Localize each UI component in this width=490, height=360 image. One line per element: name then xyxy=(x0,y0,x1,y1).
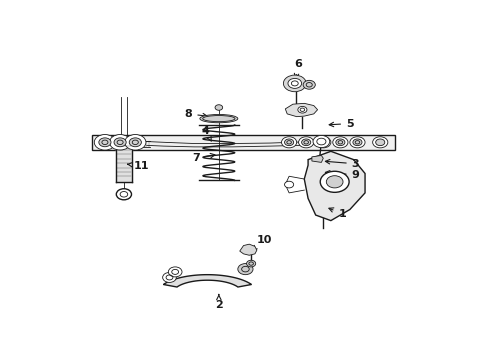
Circle shape xyxy=(215,105,222,110)
Circle shape xyxy=(320,171,349,192)
Polygon shape xyxy=(285,103,318,117)
Text: 8: 8 xyxy=(185,109,207,119)
Polygon shape xyxy=(304,151,365,221)
Text: 1: 1 xyxy=(329,208,346,219)
Circle shape xyxy=(302,139,311,146)
Circle shape xyxy=(169,267,182,277)
Circle shape xyxy=(163,273,176,283)
Ellipse shape xyxy=(200,114,238,123)
Text: 4: 4 xyxy=(201,126,211,141)
Polygon shape xyxy=(312,156,323,162)
Circle shape xyxy=(298,107,307,113)
Circle shape xyxy=(313,135,330,148)
Circle shape xyxy=(285,181,294,188)
Circle shape xyxy=(283,75,306,92)
Text: 6: 6 xyxy=(294,59,302,78)
Circle shape xyxy=(336,139,345,146)
Circle shape xyxy=(281,137,297,148)
Circle shape xyxy=(114,138,126,147)
Circle shape xyxy=(99,138,111,147)
Polygon shape xyxy=(92,135,395,150)
Circle shape xyxy=(94,135,116,150)
Text: 7: 7 xyxy=(192,153,215,163)
Circle shape xyxy=(376,139,385,146)
Text: 9: 9 xyxy=(325,170,360,180)
Circle shape xyxy=(333,137,348,148)
Polygon shape xyxy=(164,275,251,287)
Circle shape xyxy=(238,264,253,275)
Circle shape xyxy=(285,139,294,146)
Text: 5: 5 xyxy=(329,118,354,129)
Circle shape xyxy=(246,260,256,267)
Circle shape xyxy=(326,176,343,188)
Circle shape xyxy=(129,138,142,147)
Text: 3: 3 xyxy=(325,159,359,169)
Circle shape xyxy=(298,137,314,148)
Text: 10: 10 xyxy=(252,235,272,250)
Circle shape xyxy=(109,135,131,150)
Circle shape xyxy=(303,80,315,89)
Text: 11: 11 xyxy=(127,161,149,171)
Circle shape xyxy=(116,189,131,200)
Polygon shape xyxy=(240,244,257,255)
Circle shape xyxy=(288,78,302,89)
Circle shape xyxy=(318,139,328,146)
Circle shape xyxy=(372,137,388,148)
Circle shape xyxy=(350,137,365,148)
Text: 2: 2 xyxy=(215,294,223,310)
Circle shape xyxy=(124,135,146,150)
Circle shape xyxy=(353,139,362,146)
Circle shape xyxy=(316,137,331,148)
